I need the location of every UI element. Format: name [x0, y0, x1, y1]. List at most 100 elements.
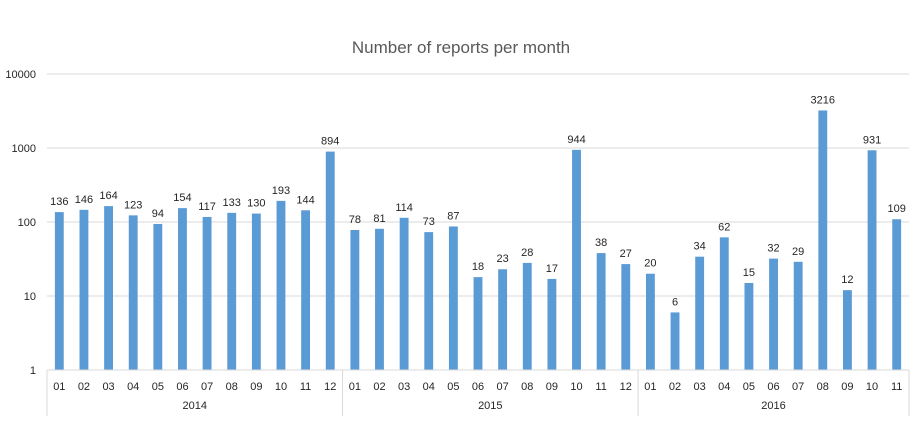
- data-label: 109: [888, 203, 906, 215]
- x-tick-label: 09: [546, 381, 558, 393]
- bar: [251, 213, 261, 370]
- bar: [178, 208, 187, 370]
- x-tick-label: 09: [841, 381, 853, 393]
- y-tick-label: 10000: [5, 69, 36, 81]
- bar: [54, 212, 64, 370]
- x-tick-label: 05: [447, 381, 459, 393]
- bar: [596, 253, 606, 370]
- data-label: 29: [792, 246, 804, 258]
- x-tick-label: 12: [620, 381, 632, 393]
- x-tick-label: 05: [152, 381, 164, 393]
- x-tick-label: 02: [78, 381, 90, 393]
- x-tick-label: 02: [669, 381, 681, 393]
- data-label: 114: [395, 202, 413, 214]
- bar: [350, 229, 360, 370]
- bar: [448, 226, 458, 370]
- data-label: 894: [321, 136, 339, 148]
- x-tick-label: 11: [595, 381, 606, 393]
- x-tick-label: 04: [718, 381, 730, 393]
- x-tick-label: 10: [866, 381, 878, 393]
- x-tick-label: 08: [521, 381, 533, 393]
- data-label: 27: [620, 248, 632, 260]
- y-tick-label: 1000: [12, 143, 36, 155]
- bar: [202, 216, 212, 370]
- x-tick-label: 09: [250, 381, 262, 393]
- data-label: 136: [50, 196, 68, 208]
- data-label: 3216: [811, 94, 835, 106]
- chart-title: Number of reports per month: [352, 38, 570, 57]
- data-labels: 136 146 164 123 94 154 117 133 130 193 144 894 78 81 1…: [50, 94, 906, 308]
- y-tick-label: 10: [24, 291, 36, 303]
- data-label: 146: [75, 194, 93, 206]
- bars: [54, 110, 902, 370]
- bar: [276, 200, 286, 370]
- data-label: 34: [694, 241, 706, 253]
- bar: [645, 273, 655, 370]
- data-label: 23: [497, 253, 509, 265]
- y-tick-label: 1: [30, 365, 36, 377]
- x-tick-label: 12: [324, 381, 336, 393]
- x-tick-label: 11: [300, 381, 311, 393]
- x-tick-label: 01: [644, 381, 656, 393]
- x-tick-label: 04: [423, 381, 435, 393]
- bar: [522, 262, 532, 370]
- data-label: 944: [567, 134, 585, 146]
- x-tick-label: 05: [743, 381, 755, 393]
- bar: [818, 110, 828, 370]
- data-label: 144: [296, 194, 314, 206]
- bar: [153, 223, 163, 370]
- x-tick-label: 07: [201, 381, 213, 393]
- x-tick-label: 01: [53, 381, 65, 393]
- data-label: 133: [223, 197, 241, 209]
- x-tick-label: 06: [176, 381, 188, 393]
- data-label: 94: [152, 208, 164, 220]
- x-tick-label: 03: [694, 381, 706, 393]
- x-tick-label: 10: [275, 381, 287, 393]
- data-label: 193: [272, 185, 290, 197]
- x-tick-label: 07: [497, 381, 509, 393]
- bar: [892, 219, 902, 370]
- x-tick-label: 11: [891, 381, 902, 393]
- data-label: 17: [546, 263, 558, 275]
- bar: [424, 232, 434, 370]
- x-axis: 01 02 03 04 05 06 07 08 09 10 11 12 01 02 03 04 05 06 07 08…: [46, 369, 910, 416]
- data-label: 154: [173, 192, 191, 204]
- x-tick-label: 06: [767, 381, 779, 393]
- x-tick-label: 02: [373, 381, 385, 393]
- data-label: 38: [595, 237, 607, 249]
- data-label: 87: [447, 210, 459, 222]
- bar: [547, 278, 557, 370]
- data-label: 931: [863, 134, 881, 146]
- bar: [842, 290, 852, 370]
- x-tick-label: 10: [570, 381, 582, 393]
- bar: [621, 264, 631, 370]
- data-label: 78: [349, 214, 361, 226]
- x-tick-label: 03: [398, 381, 410, 393]
- bar: [670, 312, 680, 370]
- data-label: 164: [99, 190, 117, 202]
- data-label: 32: [767, 243, 779, 255]
- x-tick-label: 08: [817, 381, 829, 393]
- data-label: 73: [423, 216, 435, 228]
- bar: [375, 228, 384, 370]
- data-label: 15: [743, 267, 755, 279]
- bar: [867, 150, 877, 370]
- bar: [769, 258, 778, 370]
- data-label: 6: [672, 296, 678, 308]
- bar: [793, 261, 803, 370]
- bar: [473, 277, 483, 370]
- data-label: 12: [841, 274, 853, 286]
- bar: [572, 149, 581, 370]
- data-label: 117: [198, 201, 216, 213]
- data-label: 81: [373, 213, 385, 225]
- bar: [719, 237, 729, 370]
- y-axis-ticks: 1 10 100 1000 10000: [5, 69, 36, 377]
- bar: [325, 151, 335, 370]
- bar: [498, 269, 508, 370]
- x-tick-label: 04: [127, 381, 139, 393]
- data-label: 130: [247, 198, 265, 210]
- bar: [104, 206, 114, 370]
- bar: [399, 217, 409, 370]
- bar: [128, 215, 138, 370]
